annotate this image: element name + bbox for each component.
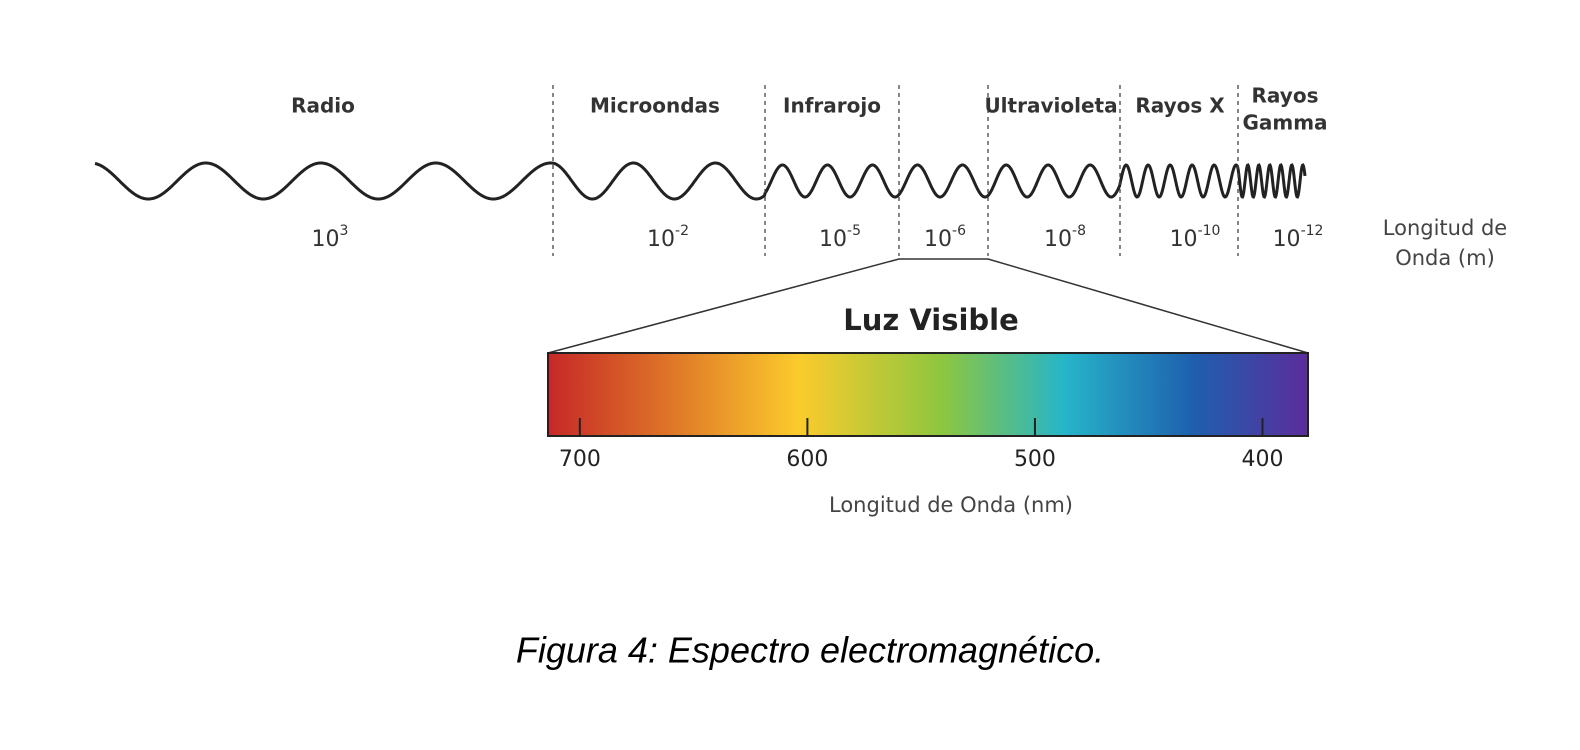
band-label: Gamma	[1242, 111, 1327, 135]
wavelength-exponent: 3	[340, 223, 349, 239]
band-label: Ultravioleta	[984, 94, 1117, 118]
wavelength-exponent: -8	[1072, 223, 1086, 239]
wavelength-base: 10	[1044, 227, 1072, 252]
wavelength-axis-label: Longitud de	[1383, 216, 1507, 240]
wavelength-base: 10	[312, 227, 340, 252]
wavelength-base: 10	[819, 227, 847, 252]
band-label: Rayos	[1252, 84, 1319, 108]
tick-label: 600	[786, 447, 828, 472]
tick-label: 700	[559, 447, 601, 472]
tick-label: 500	[1014, 447, 1056, 472]
caption: Figura 4: Espectro electromagnético.	[516, 630, 1104, 671]
wavelength-label: 10-12	[1273, 223, 1324, 252]
wavelength-base: 10	[1273, 227, 1301, 252]
wavelength-axis-label: Onda (m)	[1395, 246, 1495, 270]
tick-label: 400	[1241, 447, 1283, 472]
wavelength-exponent: -2	[675, 223, 689, 239]
wavelength-exponent: -10	[1198, 223, 1221, 239]
visible-axis-label: Longitud de Onda (nm)	[829, 493, 1073, 517]
wavelength-base: 10	[647, 227, 675, 252]
band-label: Radio	[291, 94, 355, 118]
band-label: Rayos X	[1135, 94, 1225, 118]
wavelength-label: 10-5	[819, 223, 861, 252]
wavelength-base: 10	[924, 227, 952, 252]
wavelength-label: 10-6	[924, 223, 966, 252]
wavelength-label: 103	[312, 223, 349, 252]
wavelength-label: 10-10	[1170, 223, 1221, 252]
band-label: Microondas	[590, 94, 720, 118]
wavelength-exponent: -5	[847, 223, 861, 239]
visible-spectrum	[547, 352, 1309, 437]
wavelength-label: 10-8	[1044, 223, 1086, 252]
wavelength-exponent: -12	[1301, 223, 1324, 239]
wavelength-label: 10-2	[647, 223, 689, 252]
wave	[94, 161, 1307, 201]
wavelength-exponent: -6	[952, 223, 966, 239]
band-label: Infrarojo	[783, 94, 881, 118]
visible-title: Luz Visible	[843, 303, 1019, 337]
wavelength-base: 10	[1170, 227, 1198, 252]
